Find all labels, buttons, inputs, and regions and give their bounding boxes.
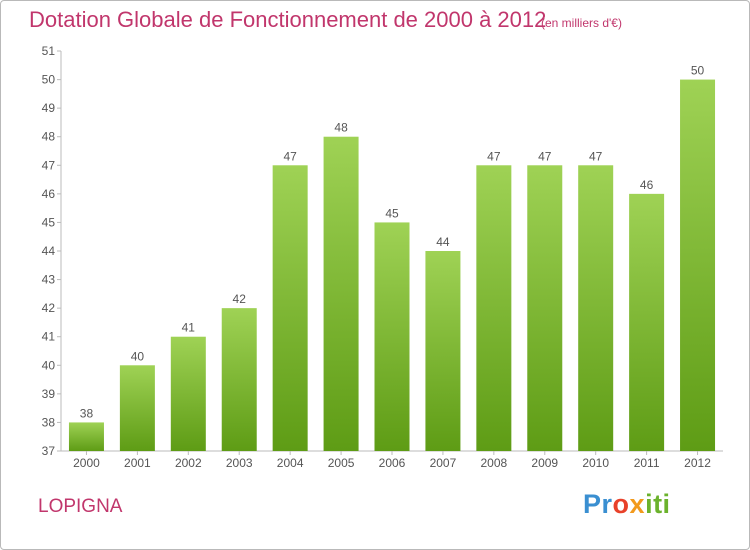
x-tick-label-2000: 2000	[73, 456, 100, 470]
x-tick-label-2005: 2005	[328, 456, 355, 470]
y-tick-label: 43	[42, 273, 56, 287]
x-tick-label-2002: 2002	[175, 456, 202, 470]
x-tick-label-2008: 2008	[480, 456, 507, 470]
bar-2009	[527, 165, 563, 452]
bar-2005	[323, 136, 359, 451]
bar-2012	[680, 79, 716, 452]
value-label-2005: 48	[334, 121, 348, 135]
value-label-2007: 44	[436, 235, 450, 249]
bar-2004	[272, 165, 308, 452]
x-tick-label-2004: 2004	[277, 456, 304, 470]
y-tick-label: 39	[42, 387, 56, 401]
y-tick-label: 47	[42, 158, 56, 172]
x-tick-label-2012: 2012	[684, 456, 711, 470]
x-tick-label-2009: 2009	[531, 456, 558, 470]
y-tick-label: 49	[42, 101, 56, 115]
y-tick-label: 45	[42, 215, 56, 229]
bar-2000	[68, 422, 104, 451]
value-label-2011: 46	[640, 178, 654, 192]
commune-name: LOPIGNA	[38, 496, 123, 517]
x-tick-label-2011: 2011	[634, 456, 660, 470]
bar-2007	[425, 251, 461, 451]
value-label-2002: 41	[182, 321, 196, 335]
value-label-2010: 47	[589, 149, 603, 163]
value-label-2001: 40	[131, 349, 145, 363]
proxiti-logo[interactable]: Proxiti	[583, 489, 671, 519]
y-tick-label: 50	[42, 73, 56, 87]
bar-2002	[170, 336, 206, 451]
bar-2008	[476, 165, 512, 452]
y-tick-label: 37	[42, 444, 56, 458]
y-tick-label: 38	[42, 415, 56, 429]
value-label-2003: 42	[233, 292, 247, 306]
bar-2003	[221, 308, 257, 451]
y-tick-label: 48	[42, 130, 56, 144]
y-tick-label: 40	[42, 358, 56, 372]
x-tick-label-2001: 2001	[124, 456, 151, 470]
y-tick-label: 42	[42, 301, 56, 315]
bar-2010	[578, 165, 614, 452]
y-tick-label: 46	[42, 187, 56, 201]
y-tick-label: 41	[42, 330, 56, 344]
value-label-2004: 47	[283, 149, 297, 163]
value-label-2006: 45	[385, 206, 399, 220]
x-tick-label-2007: 2007	[430, 456, 457, 470]
x-tick-label-2006: 2006	[379, 456, 406, 470]
value-label-2012: 50	[691, 64, 705, 78]
y-tick-label: 44	[42, 244, 56, 258]
value-label-2009: 47	[538, 149, 552, 163]
chart-title: Dotation Globale de Fonctionnement de 20…	[29, 7, 547, 32]
bar-2001	[119, 365, 155, 451]
value-label-2000: 38	[80, 406, 94, 420]
bar-2006	[374, 222, 410, 451]
x-tick-label-2003: 2003	[226, 456, 253, 470]
chart-subtitle: (en milliers d'€)	[541, 16, 622, 30]
y-tick-label: 51	[42, 44, 56, 58]
value-label-2008: 47	[487, 149, 501, 163]
x-tick-label-2010: 2010	[582, 456, 609, 470]
bar-2011	[629, 193, 665, 451]
